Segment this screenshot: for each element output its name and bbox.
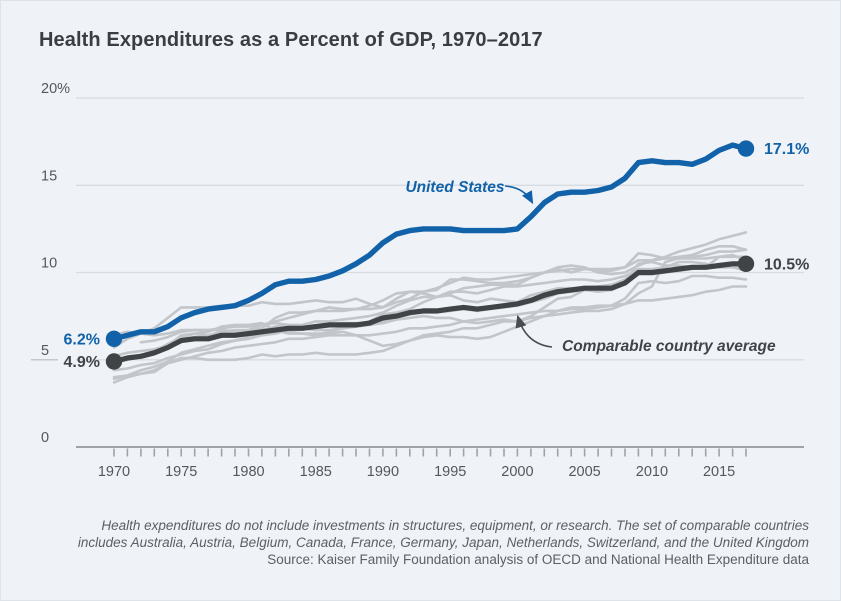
country-line-japan [112, 255, 748, 372]
average-start-dot [105, 353, 123, 370]
footnote: Health expenditures do not include inves… [29, 517, 809, 568]
average-annotation-label: Comparable country average [562, 338, 776, 355]
x-axis-label: 2010 [636, 464, 668, 480]
country-line-netherlands [139, 260, 748, 344]
footnote-line-1: Health expenditures do not include inves… [101, 518, 809, 533]
country-line-united-kingdom [112, 274, 748, 379]
x-axis-label: 2005 [568, 464, 600, 480]
us-start-value: 6.2% [64, 331, 100, 348]
us-end-value: 17.1% [764, 141, 809, 158]
x-axis-label: 1990 [367, 464, 399, 480]
average-start-value: 4.9% [64, 354, 100, 371]
us-annotation-label: United States [405, 179, 504, 196]
value-labels: 6.2% 4.9% 17.1% 10.5% [64, 141, 810, 371]
x-axis-label: 2000 [501, 464, 533, 480]
source-line: Source: Kaiser Family Foundation analysi… [267, 552, 809, 567]
comparable-average-line [111, 261, 749, 365]
x-axis-label: 1985 [300, 464, 332, 480]
x-axis-label: 2015 [703, 464, 735, 480]
footnote-line-2: includes Australia, Austria, Belgium, Ca… [77, 535, 809, 550]
x-axis-ticks: 1970 1975 1980 1985 1990 1995 2000 2005 2010 2015 [98, 448, 747, 480]
us-start-dot [105, 330, 123, 347]
x-axis-label: 1980 [232, 464, 264, 480]
y-axis-label: 0 [41, 430, 49, 446]
y-axis-label: 15 [41, 168, 57, 184]
us-end-dot [737, 140, 755, 157]
country-line-australia [112, 285, 748, 384]
x-axis-label: 1970 [98, 464, 130, 480]
country-line-canada [112, 253, 748, 337]
country-lines [112, 231, 748, 384]
x-axis-label: 1975 [165, 464, 197, 480]
y-axis-label: 20% [41, 81, 70, 97]
x-axis-label: 1995 [434, 464, 466, 480]
chart-title: Health Expenditures as a Percent of GDP,… [39, 29, 543, 51]
united-states-line [111, 142, 749, 342]
y-axis-label: 5 [41, 343, 49, 359]
y-axis-label: 10 [41, 256, 57, 272]
average-end-dot [737, 255, 755, 272]
average-annotation-arrow [515, 314, 553, 348]
average-end-value: 10.5% [764, 256, 809, 273]
gridlines: 20% 15 10 5 0 [31, 81, 804, 448]
annotations: United States Comparable country average [405, 179, 776, 355]
us-annotation-arrow [504, 185, 534, 205]
